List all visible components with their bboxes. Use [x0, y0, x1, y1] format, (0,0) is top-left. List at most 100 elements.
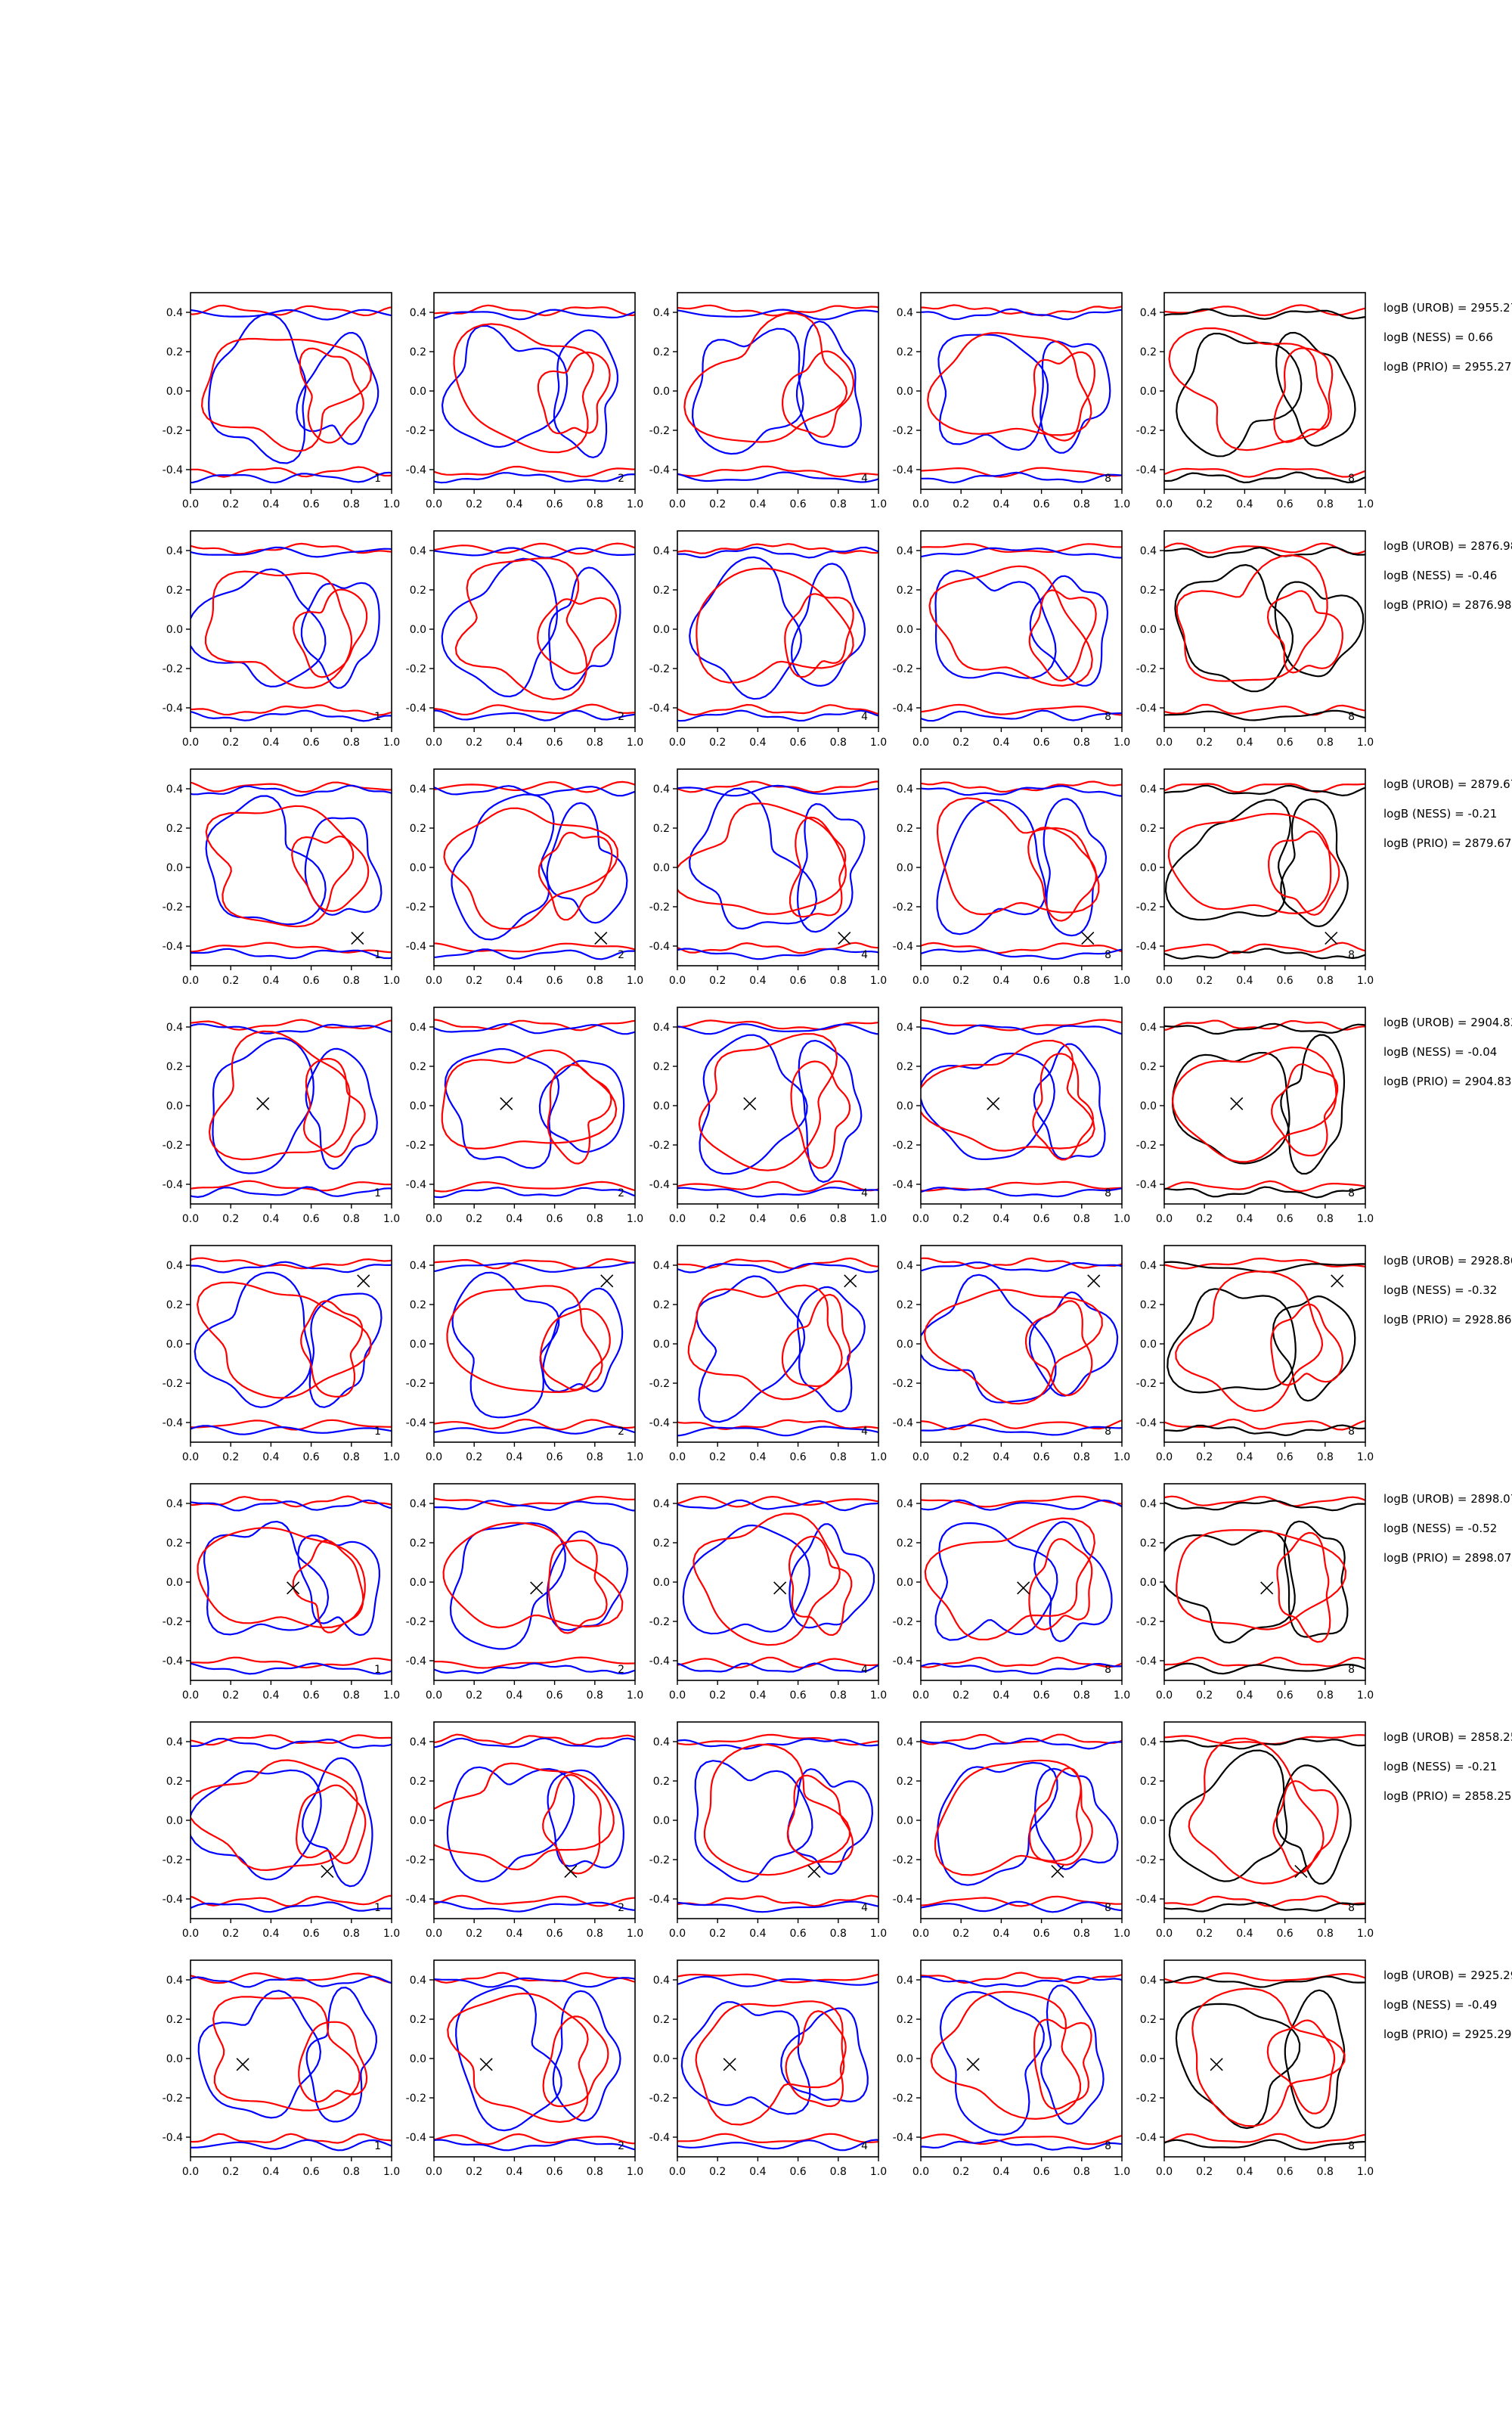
- contour-band: [1164, 1022, 1365, 1035]
- y-tick-label: 0.2: [410, 346, 426, 358]
- x-tick-label: 1.0: [870, 2166, 887, 2178]
- contour-lines: [191, 1495, 392, 1675]
- x-marker-icon: [600, 1274, 614, 1288]
- panel-label: 8: [1105, 473, 1111, 485]
- panel-r8-c4: 0.0 0.2 0.4 0.6 0.8 1.0 0.4 0.2 0.0 -0.2 -0.4 8: [893, 1959, 1130, 2178]
- panel-r4-c1: 0.0 0.2 0.4 0.6 0.8 1.0 0.4 0.2 0.0 -0.2 -0.4 1: [163, 1007, 400, 1225]
- contour-band-red: [921, 942, 1122, 954]
- logb-annotation: logB (NESS) = 0.66: [1383, 330, 1493, 344]
- x-tick-label: 0.4: [506, 1928, 522, 1940]
- x-tick-label: 0.2: [222, 498, 239, 510]
- contour-loop: [781, 350, 855, 438]
- x-tick-label: 0.4: [262, 1689, 279, 1702]
- y-tick-label: -0.4: [1136, 1655, 1157, 1668]
- x-tick-label: 1.0: [627, 1928, 643, 1940]
- axes-frame: [920, 1245, 1123, 1443]
- logb-annotation: logB (PRIO) = 2898.07: [1383, 1551, 1511, 1565]
- contour-lines: [677, 1733, 878, 1913]
- y-tick-label: -0.4: [1136, 703, 1157, 715]
- contour-loop: [795, 320, 863, 448]
- y-tick-label: 0.2: [1140, 823, 1157, 835]
- contour-loop: [305, 1047, 378, 1170]
- x-tick-label: 0.8: [587, 975, 603, 987]
- y-tick-label: 0.2: [1140, 585, 1157, 597]
- contour-band-red: [434, 465, 635, 478]
- contour-band-red: [677, 2133, 878, 2144]
- y-tick-label: 0.0: [1140, 1339, 1157, 1351]
- contour-band-red: [434, 1894, 635, 1907]
- contour-loop: [1034, 1767, 1119, 1870]
- contour-loop: [688, 787, 818, 930]
- contour-loop: [547, 1539, 608, 1634]
- contour-band: [434, 1737, 635, 1748]
- contour-loop: [204, 570, 353, 689]
- panel-r5-c3: 0.0 0.2 0.4 0.6 0.8 1.0 0.4 0.2 0.0 -0.2 -0.4 4: [649, 1245, 887, 1463]
- x-tick-label: 0.6: [789, 2166, 806, 2178]
- panel-label: 8: [1348, 473, 1355, 485]
- y-tick-label: 0.0: [166, 1577, 183, 1589]
- x-tick-label: 0.8: [587, 2166, 603, 2178]
- axes-frame: [677, 1959, 879, 2158]
- x-tick-label: 0.4: [262, 737, 279, 749]
- x-tick-label: 0.8: [830, 975, 847, 987]
- y-tick-label: 0.4: [653, 1498, 670, 1510]
- x-tick-label: 0.8: [830, 1451, 847, 1463]
- y-tick-label: 0.0: [1140, 1815, 1157, 1827]
- x-tick-label: 0.4: [262, 975, 279, 987]
- x-tick-label: 0.8: [343, 1451, 360, 1463]
- contour-loop: [696, 1275, 806, 1423]
- axes-frame: [190, 768, 392, 966]
- y-tick-label: -0.2: [649, 425, 670, 437]
- logb-annotation: logB (UROB) = 2904.83: [1383, 1016, 1512, 1029]
- x-tick-label: 0.2: [709, 975, 726, 987]
- logb-annotations-row-8: logB (UROB) = 2925.29 logB (NESS) = -0.49…: [1383, 1969, 1512, 2041]
- x-tick-label: 0.0: [669, 2166, 686, 2178]
- y-tick-label: -0.4: [893, 1417, 913, 1429]
- y-tick-label: -0.2: [406, 901, 426, 914]
- contour-loop: [939, 1990, 1045, 2136]
- x-tick-label: 1.0: [627, 1451, 643, 1463]
- panel-label: 8: [1105, 711, 1111, 723]
- y-tick-label: -0.4: [649, 703, 670, 715]
- y-tick-label: 0.2: [410, 1776, 426, 1788]
- y-tick-label: 0.0: [653, 624, 670, 636]
- contour-band: [921, 1024, 1122, 1035]
- contour-lines: [434, 1972, 635, 2152]
- y-tick-label: 0.4: [1140, 783, 1157, 796]
- panel-r2-c1: 0.0 0.2 0.4 0.6 0.8 1.0 0.4 0.2 0.0 -0.2 -0.4 1: [163, 530, 400, 749]
- x-tick-label: 0.2: [466, 975, 482, 987]
- y-tick-label: 0.0: [410, 1815, 426, 1827]
- contour-band: [677, 1662, 878, 1673]
- contour-band-red: [921, 1733, 1122, 1745]
- contour-band: [921, 1900, 1122, 1913]
- x-tick-label: 0.4: [506, 975, 522, 987]
- x-tick-label: 0.4: [262, 498, 279, 510]
- x-marker-icon: [1017, 1581, 1030, 1595]
- y-tick-label: -0.4: [649, 941, 670, 953]
- y-tick-label: 0.2: [653, 1776, 670, 1788]
- logb-annotation: logB (NESS) = -0.21: [1383, 807, 1497, 821]
- x-tick-label: 0.6: [546, 2166, 562, 2178]
- contour-loop: [194, 1271, 312, 1408]
- y-tick-label: 0.0: [897, 2053, 913, 2065]
- x-tick-label: 0.2: [1196, 1928, 1213, 1940]
- contour-loop: [687, 1284, 843, 1401]
- x-tick-label: 0.8: [343, 498, 360, 510]
- panel-r4-c4: 0.0 0.2 0.4 0.6 0.8 1.0 0.4 0.2 0.0 -0.2 -0.4 8: [893, 1007, 1130, 1225]
- contour-band-red: [434, 1019, 635, 1032]
- y-tick-label: 0.4: [897, 545, 913, 557]
- panel-label: 4: [861, 1902, 868, 1914]
- y-tick-label: -0.4: [1136, 1417, 1157, 1429]
- x-tick-label: 0.6: [1276, 1928, 1293, 1940]
- panel-r3-c4: 0.0 0.2 0.4 0.6 0.8 1.0 0.4 0.2 0.0 -0.2 -0.4 8: [893, 768, 1130, 987]
- panel-r1-c4: 0.0 0.2 0.4 0.6 0.8 1.0 0.4 0.2 0.0 -0.2 -0.4 8: [893, 292, 1130, 510]
- panel-r2-c2: 0.0 0.2 0.4 0.6 0.8 1.0 0.4 0.2 0.0 -0.2 -0.4 2: [406, 530, 643, 749]
- axes-frame: [920, 1483, 1123, 1681]
- contour-loop: [790, 1060, 851, 1169]
- y-tick-label: -0.4: [1136, 464, 1157, 476]
- contour-band: [191, 1499, 392, 1512]
- x-tick-label: 0.8: [830, 2166, 847, 2178]
- y-tick-label: -0.4: [893, 1179, 913, 1191]
- x-tick-label: 0.4: [749, 1451, 766, 1463]
- x-tick-label: 0.6: [546, 975, 562, 987]
